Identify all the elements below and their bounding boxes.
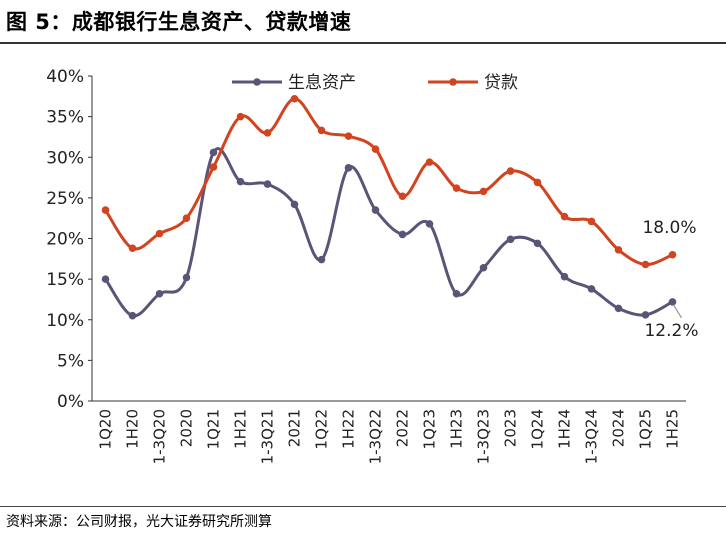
data-point (506, 167, 515, 175)
data-point (101, 206, 110, 214)
data-point (155, 229, 164, 238)
data-point (587, 217, 596, 226)
data-point (641, 311, 650, 319)
x-tick-label: 1Q22 (313, 409, 331, 449)
data-point (290, 200, 299, 209)
x-tick-label: 2020 (178, 409, 196, 447)
data-point (425, 220, 434, 228)
series-layer (101, 94, 677, 320)
data-point (290, 94, 299, 103)
x-tick-label: 1H23 (448, 409, 466, 449)
x-tick-label: 1-3Q23 (475, 409, 493, 464)
data-point (452, 289, 461, 298)
y-tick-label: 35% (46, 108, 84, 128)
footer-divider (0, 506, 726, 507)
legend: 生息资产 贷款 (232, 73, 518, 93)
x-tick-label: 1Q21 (205, 409, 223, 449)
x-tick-label: 1-3Q20 (151, 409, 169, 464)
data-point (182, 273, 191, 282)
data-point (371, 206, 380, 214)
x-tick-label: 1-3Q21 (259, 409, 277, 464)
data-point (668, 250, 677, 259)
y-tick-label: 30% (46, 148, 84, 168)
series-interest-earning-assets (101, 147, 677, 320)
data-point (479, 187, 488, 196)
labels-layer: 18.0% 12.2% (642, 218, 698, 341)
series-loans (101, 94, 677, 269)
data-point (560, 212, 569, 221)
data-point (209, 148, 218, 157)
x-tick-label: 2024 (610, 409, 628, 447)
data-point (344, 132, 353, 140)
data-point (479, 263, 488, 272)
legend-label: 生息资产 (288, 73, 356, 93)
data-point (533, 178, 542, 187)
data-point (506, 235, 515, 244)
data-point (371, 145, 380, 153)
leader-line (672, 304, 683, 319)
data-point (263, 129, 272, 137)
data-point (128, 311, 137, 320)
data-point (182, 214, 191, 222)
legend-swatch-dot (253, 78, 261, 86)
data-point (668, 298, 677, 306)
x-tick-label: 1Q25 (637, 409, 655, 449)
x-tick-label: 1H24 (556, 409, 574, 449)
title-divider (0, 42, 726, 44)
x-tick-label: 2021 (286, 409, 304, 447)
data-point (317, 126, 326, 135)
data-point (641, 260, 650, 269)
x-tick-label: 1Q24 (529, 409, 547, 449)
x-tick-label: 1H21 (232, 409, 250, 449)
y-tick-label: 10% (46, 311, 84, 331)
x-tick-label: 1H20 (124, 409, 142, 449)
data-point (155, 289, 164, 298)
x-tick-label: 1-3Q22 (367, 409, 385, 464)
data-point (614, 304, 623, 313)
end-label-loans: 18.0% (642, 218, 696, 238)
data-point (236, 112, 245, 121)
data-point (344, 164, 353, 172)
y-tick-label: 40% (46, 67, 84, 87)
y-tick-label: 25% (46, 189, 84, 209)
chart-title: 图 5：成都银行生息资产、贷款增速 (6, 10, 352, 34)
data-point (452, 184, 461, 192)
x-tick-label: 1H25 (664, 409, 682, 449)
data-point (533, 239, 542, 248)
source-note: 资料来源：公司财报，光大证券研究所测算 (6, 514, 272, 530)
data-point (236, 177, 245, 186)
data-point (317, 255, 326, 264)
data-point (209, 163, 218, 171)
y-tick-label: 5% (57, 351, 84, 371)
data-point (425, 158, 434, 166)
x-tick-label: 1H22 (340, 409, 358, 449)
data-point (101, 275, 110, 283)
x-tick-label: 1Q23 (421, 409, 439, 449)
data-point (398, 230, 407, 239)
data-point (398, 192, 407, 201)
legend-label: 贷款 (484, 73, 518, 93)
data-point (128, 244, 137, 253)
x-tick-label: 1-3Q24 (583, 409, 601, 464)
line-chart: 0% 5% 10% 15% 20% 25% 30% 35% 40% 1Q20 1H20 1-3Q20 2… (46, 67, 698, 464)
y-tick-label: 0% (57, 392, 84, 412)
legend-swatch-dot (449, 78, 457, 86)
data-point (560, 272, 569, 281)
series-line (104, 97, 674, 267)
end-label-assets: 12.2% (644, 321, 698, 341)
axes: 0% 5% 10% 15% 20% 25% 30% 35% 40% 1Q20 1H20 1-3Q20 2… (46, 67, 686, 464)
y-tick-label: 15% (46, 270, 84, 290)
data-point (587, 285, 596, 293)
x-tick-label: 2023 (502, 409, 520, 447)
x-tick-label: 1Q20 (97, 409, 115, 449)
x-tick-label: 2022 (394, 409, 412, 447)
data-point (263, 180, 272, 188)
data-point (614, 246, 623, 254)
y-tick-label: 20% (46, 230, 84, 250)
